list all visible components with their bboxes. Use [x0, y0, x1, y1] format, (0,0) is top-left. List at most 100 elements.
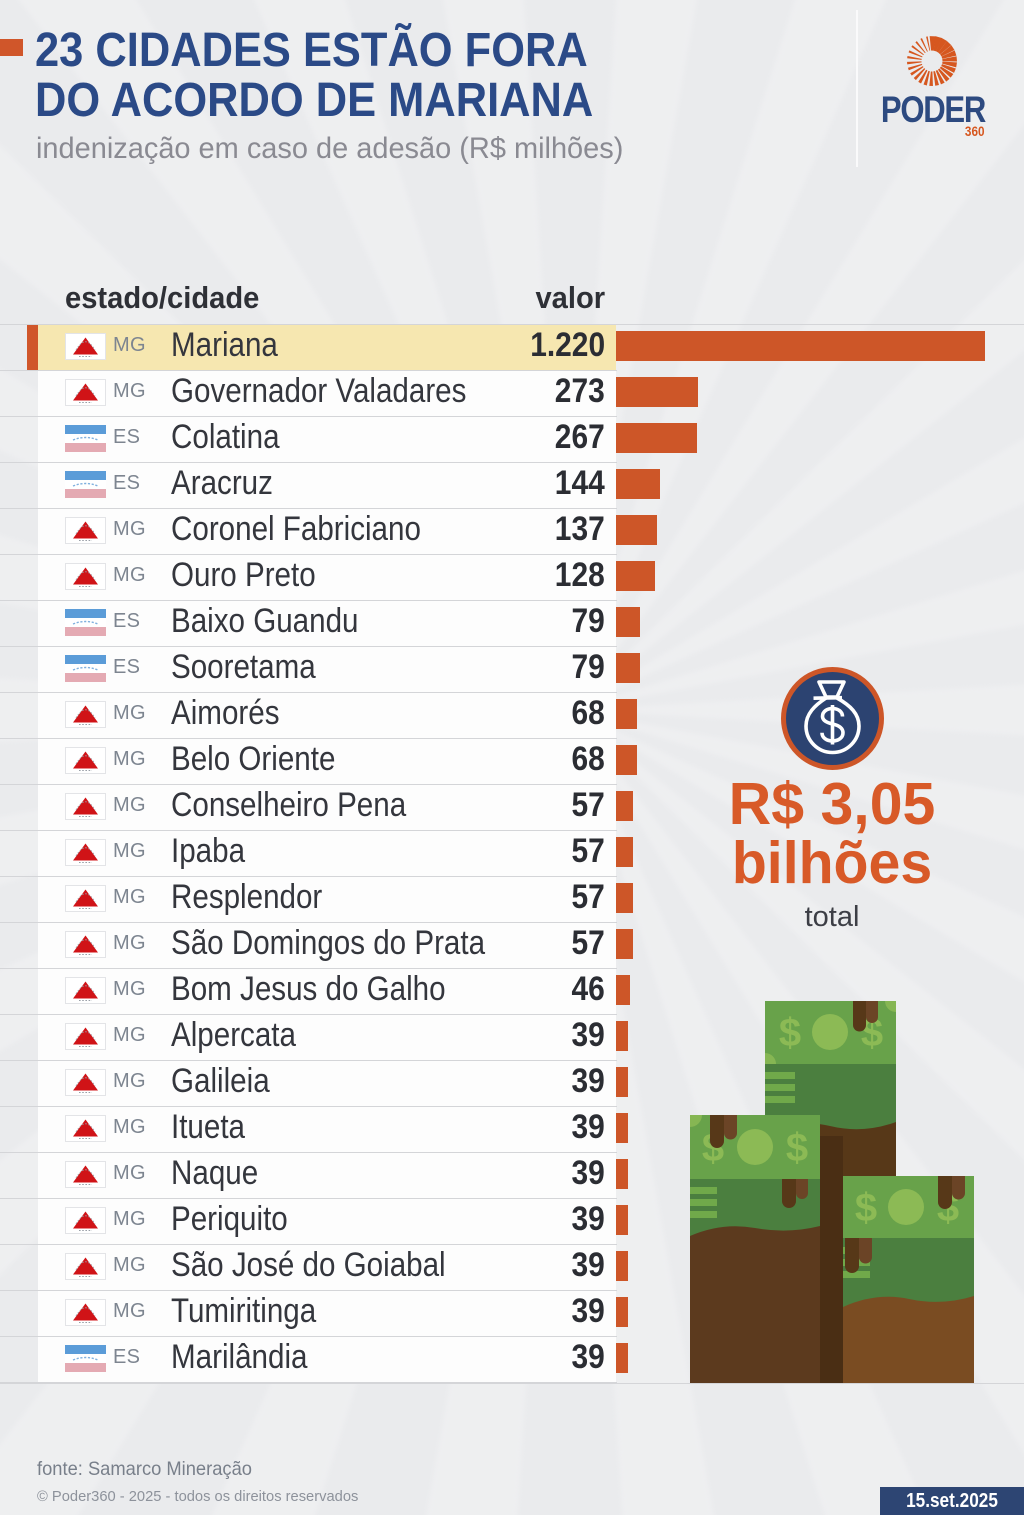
value-bar	[616, 745, 637, 775]
table-row: MG Galileia 39	[0, 1061, 1024, 1107]
row-separator	[0, 1198, 617, 1199]
flag-minas-gerais-icon	[65, 977, 106, 1004]
logo-wordmark: PODER	[880, 89, 986, 130]
city-name: Sooretama	[171, 648, 316, 686]
table-bottom-border	[0, 1383, 1024, 1384]
value-bar	[616, 837, 633, 867]
value-label: 68	[571, 740, 605, 778]
table-row: MG Mariana 1.220	[0, 325, 1024, 371]
city-name: Coronel Fabriciano	[171, 510, 421, 548]
table-row: MG Ouro Preto 128	[0, 555, 1024, 601]
flag-espirito-santo-icon	[65, 425, 106, 452]
state-code: MG	[113, 702, 146, 724]
city-name: Ipaba	[171, 832, 246, 870]
city-name: Aracruz	[171, 464, 273, 502]
flag-minas-gerais-icon	[65, 931, 106, 958]
state-code: MG	[113, 1208, 146, 1230]
value-bar	[616, 791, 633, 821]
value-label: 57	[571, 832, 605, 870]
row-separator	[0, 416, 617, 417]
row-background	[38, 555, 616, 601]
flag-minas-gerais-icon	[65, 1069, 106, 1096]
flag-espirito-santo-icon	[65, 471, 106, 498]
flag-minas-gerais-icon	[65, 379, 106, 406]
city-name: Naque	[171, 1154, 259, 1192]
table-row: MG Periquito 39	[0, 1199, 1024, 1245]
row-background	[38, 1061, 616, 1107]
flag-minas-gerais-icon	[65, 839, 106, 866]
value-bar	[616, 1251, 628, 1281]
value-label: 79	[571, 648, 605, 686]
dollar-sign-icon	[820, 705, 845, 745]
city-name: Ouro Preto	[171, 556, 316, 594]
row-separator	[0, 1382, 617, 1383]
value-bar	[616, 1159, 628, 1189]
row-separator	[0, 1106, 617, 1107]
value-bar	[616, 929, 633, 959]
row-background	[38, 831, 616, 877]
value-label: 267	[555, 418, 605, 456]
state-code: ES	[113, 656, 141, 678]
row-separator	[0, 508, 617, 509]
city-name: Periquito	[171, 1200, 288, 1238]
flag-minas-gerais-icon	[65, 563, 106, 590]
poder360-spiral-icon	[907, 36, 957, 86]
flag-minas-gerais-icon	[65, 333, 106, 360]
value-label: 57	[571, 924, 605, 962]
city-name: São José do Goiabal	[171, 1246, 446, 1284]
value-label: 57	[571, 878, 605, 916]
row-background	[38, 325, 616, 371]
table-row: MG Itueta 39	[0, 1107, 1024, 1153]
row-separator	[0, 1060, 617, 1061]
value-bar	[616, 561, 655, 591]
table-row: MG Alpercata 39	[0, 1015, 1024, 1061]
flag-minas-gerais-icon	[65, 1023, 106, 1050]
table-row: MG Bom Jesus do Galho 46	[0, 969, 1024, 1015]
city-name: Alpercata	[171, 1016, 296, 1054]
total-amount: R$ 3,05	[728, 771, 936, 837]
row-separator	[0, 1014, 617, 1015]
row-background	[38, 1153, 616, 1199]
table-row: MG Conselheiro Pena 57	[0, 785, 1024, 831]
row-background	[38, 647, 616, 693]
state-code: MG	[113, 1070, 146, 1092]
state-code: MG	[113, 748, 146, 770]
table-row: ES Colatina 267	[0, 417, 1024, 463]
row-separator	[0, 646, 617, 647]
page-subtitle: indenização em caso de adesão (R$ milhõe…	[36, 132, 624, 165]
logo-divider	[856, 10, 858, 167]
row-separator	[0, 370, 617, 371]
table-row: MG Resplendor 57	[0, 877, 1024, 923]
value-bar	[616, 515, 657, 545]
state-code: MG	[113, 1162, 146, 1184]
value-label: 128	[555, 556, 605, 594]
row-background	[38, 1199, 616, 1245]
table-column-headers: estado/cidade valor	[0, 282, 617, 313]
row-separator	[0, 1336, 617, 1337]
page-title: 23 CIDADES ESTÃO FORA DO ACORDO DE MARIAN…	[35, 24, 594, 127]
value-label: 39	[571, 1338, 605, 1376]
row-separator	[0, 738, 617, 739]
row-separator	[0, 876, 617, 877]
row-separator	[0, 922, 617, 923]
state-code: MG	[113, 518, 146, 540]
logo-suffix-360: 360	[965, 124, 985, 139]
flag-minas-gerais-icon	[65, 793, 106, 820]
table-row: MG Tumiritinga 39	[0, 1291, 1024, 1337]
state-code: MG	[113, 978, 146, 1000]
value-label: 39	[571, 1292, 605, 1330]
table-row: MG São Domingos do Prata 57	[0, 923, 1024, 969]
flag-minas-gerais-icon	[65, 1207, 106, 1234]
state-code: MG	[113, 334, 146, 356]
city-name: Mariana	[171, 326, 278, 364]
value-label: 1.220	[530, 326, 605, 364]
copyright-line: © Poder360 - 2025 - todos os direitos re…	[37, 1488, 359, 1505]
value-label: 39	[571, 1108, 605, 1146]
row-separator	[0, 462, 617, 463]
date-badge: 15.set.2025	[880, 1487, 1024, 1515]
row-separator	[0, 1152, 617, 1153]
value-label: 39	[571, 1246, 605, 1284]
row-background	[38, 417, 616, 463]
highlight-marker	[27, 325, 38, 371]
